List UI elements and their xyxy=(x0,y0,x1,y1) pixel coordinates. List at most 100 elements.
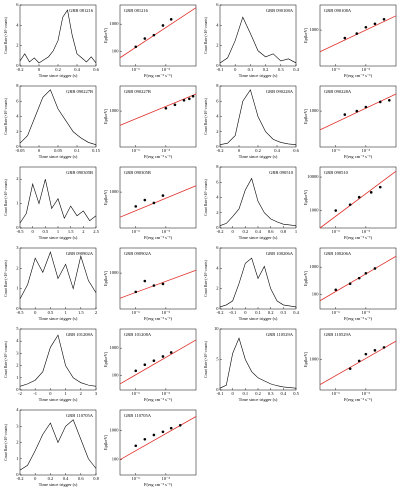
x-axis-label: F(erg cm⁻² s⁻¹) xyxy=(144,154,173,159)
x-tick-label: -1 xyxy=(33,391,37,396)
data-point xyxy=(355,32,359,35)
data-point xyxy=(161,355,165,358)
plot-frame xyxy=(119,409,197,476)
data-point xyxy=(382,17,386,21)
x-tick-label: 0 xyxy=(34,310,37,315)
y-axis-label: Count Rate (×10³ counts) xyxy=(4,423,8,460)
x-tick-label: 0.3 xyxy=(268,391,274,396)
plot-frame xyxy=(119,328,197,391)
panel-title: GRB 090510 xyxy=(269,170,294,175)
x-tick-label: 0.1 xyxy=(74,148,80,153)
y-tick-label: 8 xyxy=(216,83,219,88)
y-tick-label: 2 xyxy=(216,129,218,134)
x-tick-label: 0.3 xyxy=(281,310,287,315)
data-point xyxy=(152,201,156,205)
panel-title: GRB 090305B xyxy=(66,170,93,175)
x-tick-label: 0 xyxy=(238,148,241,153)
y-tick-label: 6 xyxy=(16,2,19,7)
fit-line xyxy=(119,416,197,461)
y-tick-label: 5 xyxy=(216,357,219,362)
panel-title: GRB 110705A xyxy=(66,413,94,418)
panel-title: GRB 100206A xyxy=(324,251,352,256)
plot-frame xyxy=(319,4,397,67)
x-tick-label: 0.2 xyxy=(263,67,269,72)
y-tick-label: 2 xyxy=(16,440,18,445)
x-axis-label: F(erg cm⁻² s⁻¹) xyxy=(344,235,373,240)
x-tick-label: 0 xyxy=(244,310,247,315)
plot-frame xyxy=(319,247,397,310)
y-tick-label: 10 xyxy=(214,326,219,331)
data-point xyxy=(191,94,195,98)
data-point xyxy=(152,433,156,437)
fit-line xyxy=(119,7,197,59)
x-tick-label: 2 xyxy=(95,310,97,315)
plot-frame xyxy=(119,85,197,148)
y-tick-label: 100 xyxy=(312,292,320,297)
light-curve xyxy=(219,177,297,227)
y-tick-label: 1 xyxy=(16,201,18,206)
y-tick-label: 0 xyxy=(16,225,19,230)
y-tick-label: 1000 xyxy=(110,189,120,194)
data-point xyxy=(143,437,147,441)
data-point xyxy=(161,282,165,286)
y-tick-label: 0 xyxy=(16,387,19,392)
y-tick-label: 6 xyxy=(216,2,219,7)
y-tick-label: 0 xyxy=(216,144,219,149)
x-tick-label: 0.3 xyxy=(278,67,284,72)
y-tick-label: 4 xyxy=(216,22,219,27)
x-tick-label: 10⁻⁶ xyxy=(132,310,141,315)
y-tick-label: 4 xyxy=(216,195,219,200)
data-point xyxy=(161,430,165,434)
light-curve xyxy=(19,251,97,299)
x-tick-label: 0.05 xyxy=(54,148,63,153)
y-tick-label: 4 xyxy=(16,22,19,27)
y-tick-label: 2 xyxy=(216,286,218,291)
x-tick-label: 0.1 xyxy=(243,391,249,396)
y-tick-label: 6 xyxy=(16,98,19,103)
x-tick-label: 0 xyxy=(234,67,237,72)
x-tick-label: 0.8 xyxy=(93,476,99,481)
panel: 10⁻⁶ 10⁻⁵ 100 1000 F(erg cm⁻² s⁻¹) Ep(keV) GRB… xyxy=(303,247,397,321)
x-tick-label: 0 xyxy=(34,476,37,481)
x-tick-label: 10⁻⁶ xyxy=(132,476,141,481)
data-point xyxy=(364,271,368,275)
x-axis-label: Time since trigger (s) xyxy=(39,154,78,159)
x-tick-label: 10⁻⁶ xyxy=(132,148,141,153)
y-tick-label: 1 xyxy=(16,456,18,461)
data-point xyxy=(143,279,147,283)
y-tick-label: 6 xyxy=(216,245,219,250)
data-point xyxy=(169,18,173,21)
data-point xyxy=(343,113,347,116)
x-tick-label: 10⁻⁵ xyxy=(162,148,171,153)
y-tick-label: 0 xyxy=(216,306,219,311)
y-axis-label: Count Rate (×10³ counts) xyxy=(204,97,208,134)
x-tick-label: 0 xyxy=(232,229,235,234)
data-point xyxy=(364,25,368,29)
fit-line xyxy=(119,339,197,385)
panel-title: GRB 110529A xyxy=(324,332,352,337)
x-tick-label: -0.2 xyxy=(16,67,23,72)
x-tick-label: 1 xyxy=(64,310,66,315)
y-axis-label: Ep(keV) xyxy=(303,189,308,205)
y-tick-label: 8 xyxy=(16,83,19,88)
plot-frame xyxy=(19,247,97,310)
data-point xyxy=(143,363,147,367)
y-tick-label: 0 xyxy=(16,144,19,149)
y-tick-label: 1 xyxy=(16,286,18,291)
y-tick-label: 1000 xyxy=(310,208,320,213)
data-point xyxy=(373,267,377,270)
x-tick-label: 0.2 xyxy=(55,67,61,72)
y-axis-label: Ep(keV) xyxy=(303,351,308,367)
y-tick-label: 1000 xyxy=(310,264,320,269)
y-tick-label: 0 xyxy=(16,472,19,477)
light-curve xyxy=(19,334,97,387)
x-axis-label: F(erg cm⁻² s⁻¹) xyxy=(344,316,373,321)
x-tick-label: -0.05 xyxy=(15,148,25,153)
y-tick-label: 1000 xyxy=(110,270,120,275)
x-tick-label: 10⁻⁵ xyxy=(162,391,171,396)
